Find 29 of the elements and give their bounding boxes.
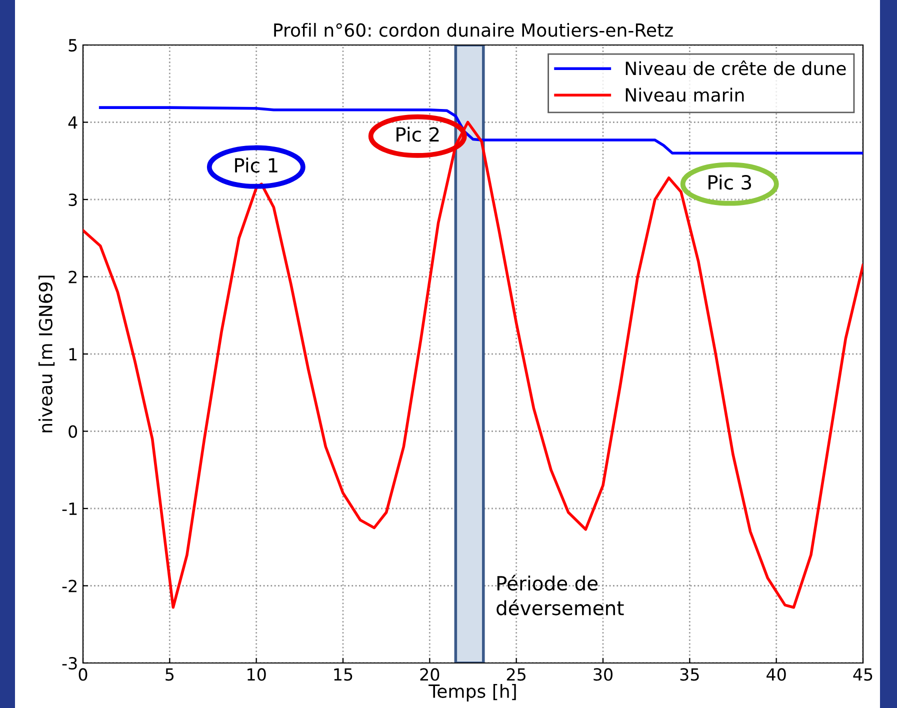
legend-label: Niveau marin — [626, 88, 744, 102]
x-tick-label: 10 — [248, 668, 266, 681]
y-axis-title: niveau [m IGN69] — [38, 276, 55, 432]
y-tick-label: 0 — [68, 425, 78, 438]
x-tick-label: 35 — [680, 668, 699, 681]
y-tick-label: -1 — [62, 502, 77, 515]
x-tick-label: 20 — [420, 668, 440, 681]
x-tick-label: 0 — [78, 668, 88, 681]
annotation: Pic 1 — [235, 158, 278, 173]
x-tick-label: 5 — [166, 668, 174, 681]
x-tick-label: 45 — [853, 668, 872, 681]
legend-label: Niveau de crête de dune — [626, 60, 846, 76]
annotation: Pic 2 — [396, 126, 439, 142]
x-tick-label: 25 — [506, 668, 526, 681]
y-tick-label: 5 — [68, 39, 77, 52]
annotation: Pic 3 — [708, 174, 752, 190]
x-tick-label: 30 — [594, 668, 612, 681]
y-tick-label: 4 — [68, 116, 78, 129]
line-series — [98, 106, 863, 155]
y-tick-label: -2 — [62, 580, 76, 592]
y-tick-label: -3 — [62, 656, 77, 670]
chart-title: Profil n°60: cordon dunaire Moutiers-en-Retz — [274, 22, 673, 37]
x-axis-title: Temps [h] — [428, 684, 516, 702]
y-tick-label: 3 — [68, 193, 77, 206]
band-label: Période de déversement — [496, 574, 624, 616]
y-tick-label: 1 — [69, 348, 77, 360]
x-tick-label: 15 — [334, 668, 352, 681]
y-tick-label: 2 — [68, 270, 76, 284]
x-tick-label: 40 — [766, 668, 786, 681]
